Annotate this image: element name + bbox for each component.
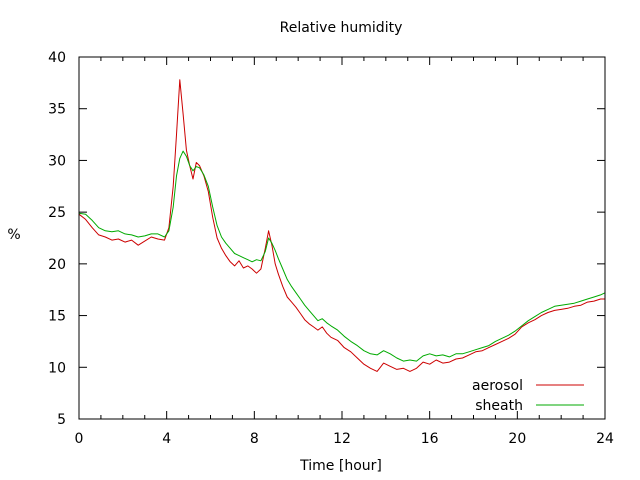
plot-frame — [78, 56, 606, 420]
x-tick-label: 12 — [333, 431, 351, 447]
series-layer — [78, 79, 606, 372]
axes: 0 4 8 12 16 20 24 5 10 15 20 25 30 35 40 — [48, 50, 614, 447]
y-tick-label: 5 — [57, 412, 66, 428]
y-tick-label: 30 — [48, 153, 66, 169]
series-line-sheath — [78, 150, 606, 362]
chart-title: Relative humidity — [280, 20, 403, 36]
y-axis-label: % — [7, 227, 20, 243]
x-tick-label: 0 — [75, 431, 84, 447]
x-tick-label: 20 — [508, 431, 526, 447]
x-tick-label: 8 — [250, 431, 259, 447]
legend-label-aerosol: aerosol — [472, 378, 523, 394]
y-tick-label: 20 — [48, 257, 66, 273]
legend-label-sheath: sheath — [475, 398, 523, 414]
x-tick-label: 16 — [421, 431, 439, 447]
y-tick-label: 15 — [48, 309, 66, 325]
series-line-aerosol — [78, 79, 605, 372]
y-tick-label: 40 — [48, 50, 66, 66]
y-tick-label: 25 — [48, 205, 66, 221]
y-tick-label: 10 — [48, 360, 66, 376]
x-tick-label: 4 — [162, 431, 171, 447]
x-tick-label: 24 — [596, 431, 614, 447]
x-axis-label: Time [hour] — [299, 458, 382, 474]
y-tick-label: 35 — [48, 102, 66, 118]
legend: aerosol sheath — [472, 378, 584, 414]
